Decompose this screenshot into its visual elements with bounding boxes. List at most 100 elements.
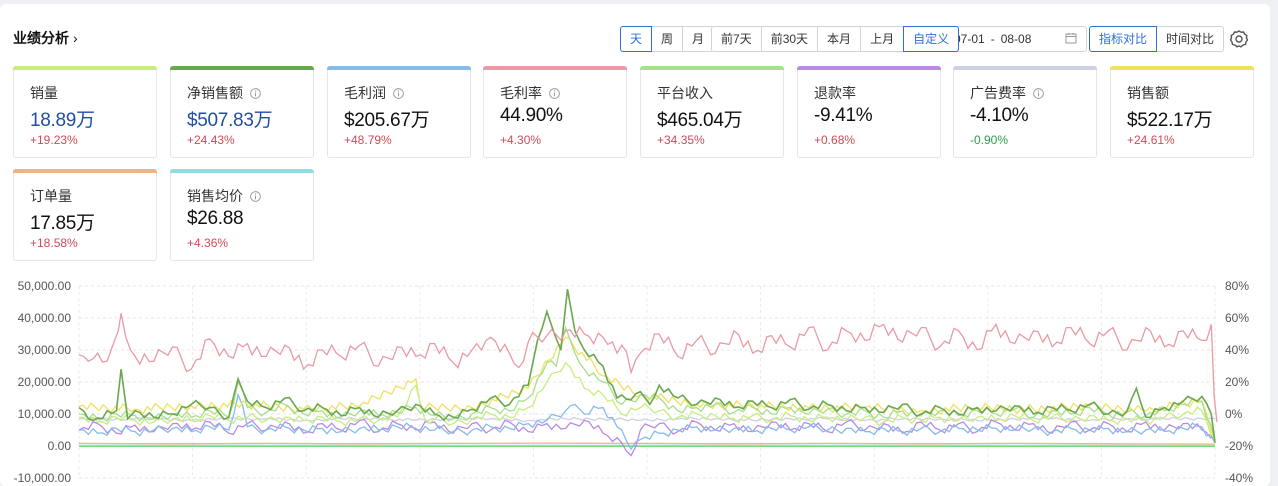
metric-value: $507.83万 (187, 110, 273, 131)
info-icon[interactable] (549, 87, 560, 99)
metric-color-bar (327, 66, 471, 70)
date-range-picker[interactable]: 07-01 - 08-08 (944, 26, 1087, 52)
y-left-tick: 0.00 (48, 439, 72, 453)
metric-label: 毛利润 (344, 83, 404, 103)
metric-value: $522.17万 (1127, 110, 1213, 131)
metric-color-bar (953, 66, 1097, 70)
series-line-net-sales (78, 289, 1216, 443)
metric-card[interactable]: 退款率 -9.41% +0.68% (797, 66, 941, 158)
y-right-tick: 60% (1225, 311, 1249, 325)
metric-change: +24.61% (1127, 133, 1175, 147)
metric-card[interactable]: 销售均价 $26.88 +4.36% (170, 169, 314, 261)
metric-change: +18.58% (30, 236, 78, 250)
metric-color-bar (640, 66, 784, 70)
metric-label: 广告费率 (970, 83, 1044, 103)
metric-label: 平台收入 (657, 83, 713, 103)
metric-label-text: 毛利润 (344, 85, 386, 101)
y-left-tick: 50,000.00 (18, 279, 72, 293)
metric-card[interactable]: 销售额 $522.17万 +24.61% (1110, 66, 1254, 158)
trend-chart: 50,000.00 40,000.00 30,000.00 20,000.00 10,0… (14, 279, 1254, 485)
metric-color-bar (13, 169, 157, 173)
metric-card[interactable]: 订单量 17.85万 +18.58% (13, 169, 157, 261)
metric-card[interactable]: 销量 18.89万 +19.23% (13, 66, 157, 158)
y-right-tick: -40% (1225, 471, 1253, 485)
info-icon[interactable] (250, 87, 261, 99)
metric-label-text: 销量 (30, 85, 58, 101)
settings-gear-icon[interactable] (1229, 29, 1249, 49)
range-preset-toggle: 前7天 前30天 本月 上月 自定义 (711, 26, 960, 52)
info-icon[interactable] (1033, 87, 1044, 99)
compare-mode-toggle: 指标对比 时间对比 (1089, 26, 1225, 52)
metric-change: +24.43% (187, 133, 235, 147)
calendar-icon (1065, 33, 1077, 44)
metric-color-bar (483, 66, 627, 70)
metric-label: 退款率 (814, 83, 856, 103)
metric-change: +4.36% (187, 236, 229, 250)
metric-label: 净销售额 (187, 83, 261, 103)
metric-color-bar (170, 169, 314, 173)
metric-value: 18.89万 (30, 110, 95, 131)
metric-card[interactable]: 平台收入 $465.04万 +34.35% (640, 66, 784, 158)
info-icon[interactable] (393, 87, 404, 99)
y-left-tick: 30,000.00 (18, 343, 72, 357)
metric-card[interactable]: 毛利润 $205.67万 +48.79% (327, 66, 471, 158)
metric-value: -9.41% (814, 105, 873, 126)
metric-label: 销售额 (1127, 83, 1169, 103)
section-title-text: 业绩分析 (13, 30, 69, 46)
y-right-tick: 0% (1225, 407, 1243, 421)
metric-label: 订单量 (30, 186, 72, 206)
metric-label-text: 毛利率 (500, 85, 542, 101)
metric-change: +19.23% (30, 133, 78, 147)
chevron-right-icon: › (73, 30, 78, 46)
metric-color-bar (1110, 66, 1254, 70)
range-button-3[interactable]: 上月 (860, 26, 905, 52)
date-start: 07-01 (954, 32, 985, 46)
metric-color-bar (170, 66, 314, 70)
range-button-0[interactable]: 前7天 (711, 26, 762, 52)
metric-label-text: 销售均价 (187, 188, 243, 204)
metric-card[interactable]: 净销售额 $507.83万 +24.43% (170, 66, 314, 158)
y-left-tick: 10,000.00 (18, 407, 72, 421)
metric-label-text: 销售额 (1127, 85, 1169, 101)
metric-change: -0.90% (970, 133, 1009, 147)
info-icon[interactable] (250, 190, 261, 202)
range-button-2[interactable]: 本月 (817, 26, 862, 52)
metric-color-bar (13, 66, 157, 70)
y-right-tick: 20% (1225, 375, 1249, 389)
metric-card[interactable]: 广告费率 -4.10% -0.90% (953, 66, 1097, 158)
metric-change: +48.79% (344, 133, 392, 147)
metric-label-text: 订单量 (30, 188, 72, 204)
series-line-ad-rate (78, 416, 1216, 423)
compare-button-0[interactable]: 指标对比 (1089, 26, 1158, 52)
metric-label: 毛利率 (500, 83, 560, 103)
series-line-refund-rate (78, 418, 1216, 457)
granularity-button-0[interactable]: 天 (620, 26, 653, 52)
metric-value: $205.67万 (344, 110, 430, 131)
date-separator: - (990, 32, 995, 46)
metric-color-bar (797, 66, 941, 70)
metric-value: 44.90% (500, 105, 563, 126)
metric-card[interactable]: 毛利率 44.90% +4.30% (483, 66, 627, 158)
granularity-button-1[interactable]: 周 (651, 26, 684, 52)
range-button-1[interactable]: 前30天 (760, 26, 819, 52)
compare-button-1[interactable]: 时间对比 (1156, 26, 1225, 52)
metric-value: 17.85万 (30, 213, 95, 234)
series-line-orders (78, 442, 1216, 445)
range-button-4[interactable]: 自定义 (903, 26, 960, 52)
y-right-tick: -20% (1225, 439, 1253, 453)
series-line-gross-profit (78, 392, 1216, 451)
series-line-platform-income (78, 325, 1216, 440)
date-end: 08-08 (1000, 32, 1032, 46)
metric-label: 销售均价 (187, 186, 261, 206)
series-line-margin-rate (78, 313, 1218, 423)
metric-label-text: 广告费率 (970, 85, 1026, 101)
granularity-button-2[interactable]: 月 (682, 26, 715, 52)
section-title[interactable]: 业绩分析 › (13, 28, 78, 48)
metric-change: +0.68% (814, 133, 856, 147)
metric-change: +34.35% (657, 133, 705, 147)
y-left-tick: -10,000.00 (14, 471, 72, 485)
metric-label-text: 平台收入 (657, 85, 713, 101)
y-right-tick: 40% (1225, 343, 1249, 357)
granularity-toggle: 天周月 (620, 26, 715, 52)
y-left-tick: 20,000.00 (18, 375, 72, 389)
